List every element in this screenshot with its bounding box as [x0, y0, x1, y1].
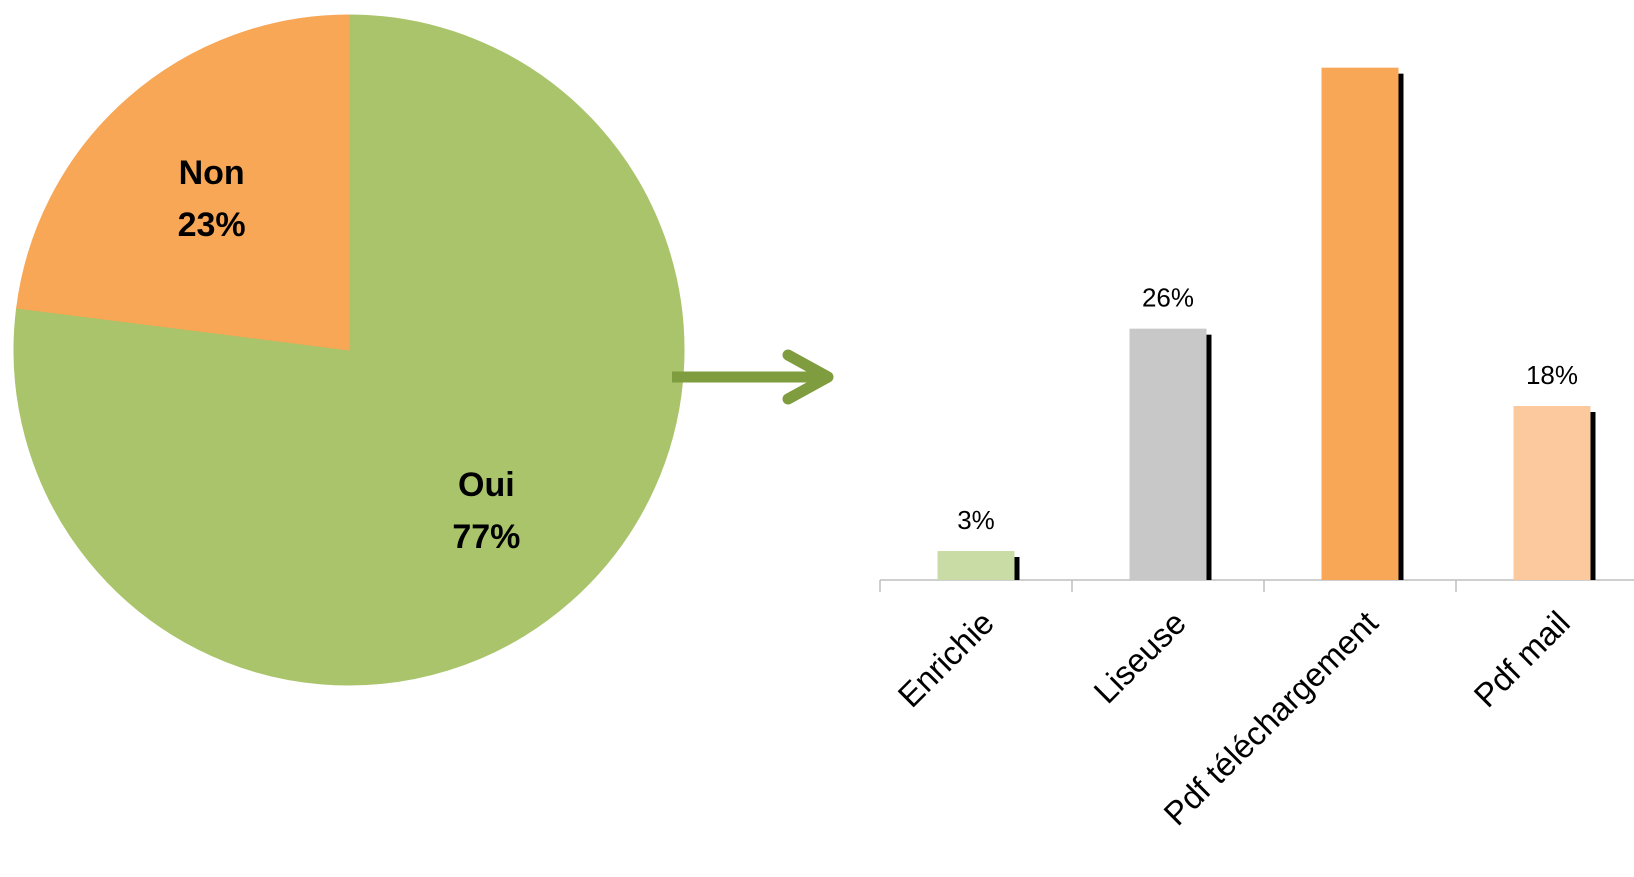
pie-slice-oui — [13, 14, 685, 686]
arrow-head — [782, 349, 834, 405]
pie-chart: Oui 77% Non 23% — [13, 14, 685, 686]
pie-label-oui-value: 77% — [452, 518, 520, 556]
bar-value-label-enrichie: 3% — [957, 505, 995, 535]
pie-label-non-name: Non — [179, 154, 245, 192]
x-tick-label-pdf-mail: Pdf mail — [1466, 604, 1576, 714]
pie-label-oui-name: Oui — [458, 466, 515, 504]
x-tick-label-liseuse: Liseuse — [1086, 604, 1193, 711]
x-tick-label-enrichie: Enrichie — [890, 604, 1000, 714]
pie-slice-non — [16, 14, 350, 351]
pie-label-non-value: 23% — [178, 206, 246, 244]
bar-liseuse — [1129, 328, 1207, 580]
bar-value-label-pdf-mail: 18% — [1526, 360, 1578, 390]
bar-pdf-mail — [1513, 406, 1591, 580]
bar-value-label-liseuse: 26% — [1142, 283, 1194, 313]
bar-pdf-telechargement — [1321, 67, 1399, 580]
bar-enrichie — [937, 551, 1015, 580]
arrow-connector — [672, 349, 834, 405]
x-tick-label-pdf-telechargement: Pdf téléchargement — [1156, 604, 1385, 833]
